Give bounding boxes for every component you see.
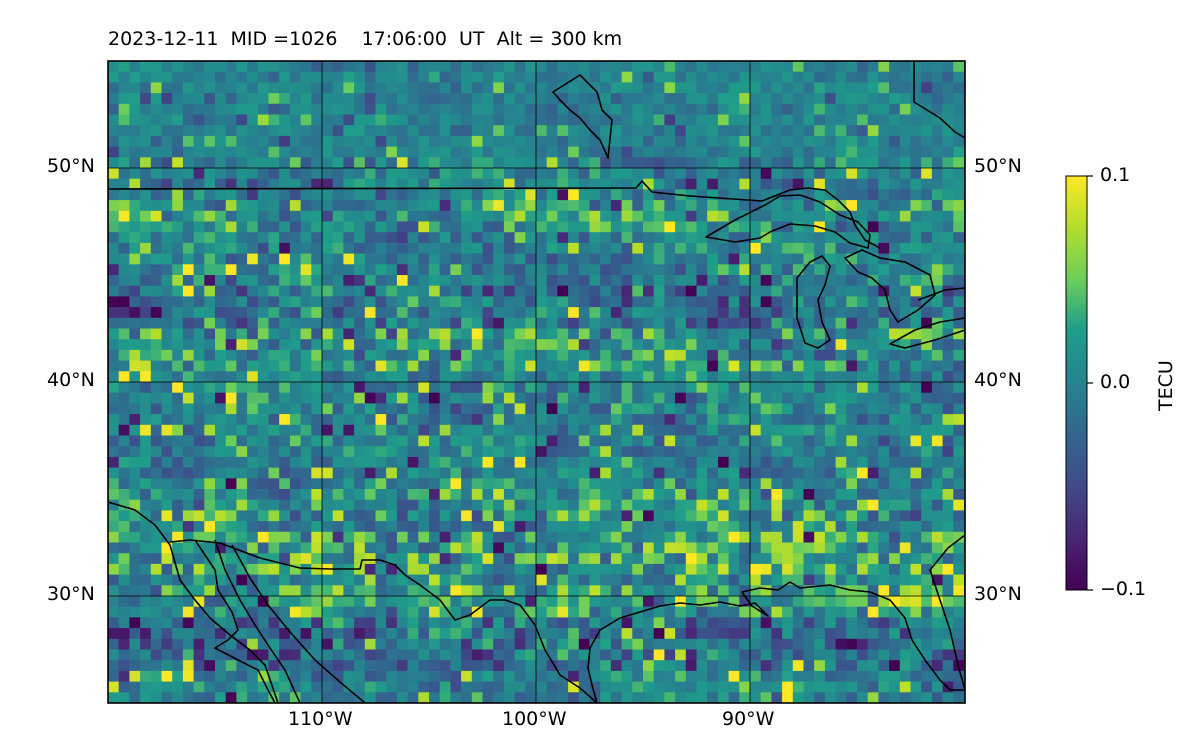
colorbar-ticks [1087,175,1093,591]
colorbar-tick-zero: 0.0 [1100,371,1131,393]
lon-label-100w: 100°W [502,708,567,730]
lon-label-90w: 90°W [722,708,775,730]
lat-label-30n-right: 30°N [974,583,1022,605]
mexico-coast [169,539,598,703]
hudson-bay-east [913,61,965,139]
lat-label-40n-left: 40°N [47,369,95,391]
tec-heatmap [108,61,965,703]
lat-label-50n-right: 50°N [974,155,1022,177]
colorbar-tick-max: 0.1 [1100,164,1131,186]
colorbar-tick-min: −0.1 [1100,578,1147,600]
colorbar [1065,175,1088,591]
mexico-west [231,544,366,703]
gulf-of-california [214,539,301,703]
colorbar-label: TECU [1155,360,1177,411]
plot-title: 2023-12-11 MID =1026 17:06:00 UT Alt = 3… [108,28,623,50]
us-canada-border [108,180,881,249]
plot-frame [107,60,966,704]
gulf-coast [587,581,965,703]
lat-label-50n-left: 50°N [47,155,95,177]
atlantic-coast [929,534,965,691]
lat-label-30n-left: 30°N [47,583,95,605]
lake-huron [844,249,936,323]
lake-erie [889,317,965,349]
lake-ontario [917,287,965,301]
pacific-coast [108,501,279,703]
lake-superior [705,194,871,249]
lake-michigan [796,255,831,349]
coastlines [108,61,965,703]
lat-label-40n-right: 40°N [974,369,1022,391]
james-bay [552,74,613,159]
baja-peninsula [194,539,276,703]
lon-label-110w: 110°W [288,708,353,730]
graticule [108,61,965,703]
